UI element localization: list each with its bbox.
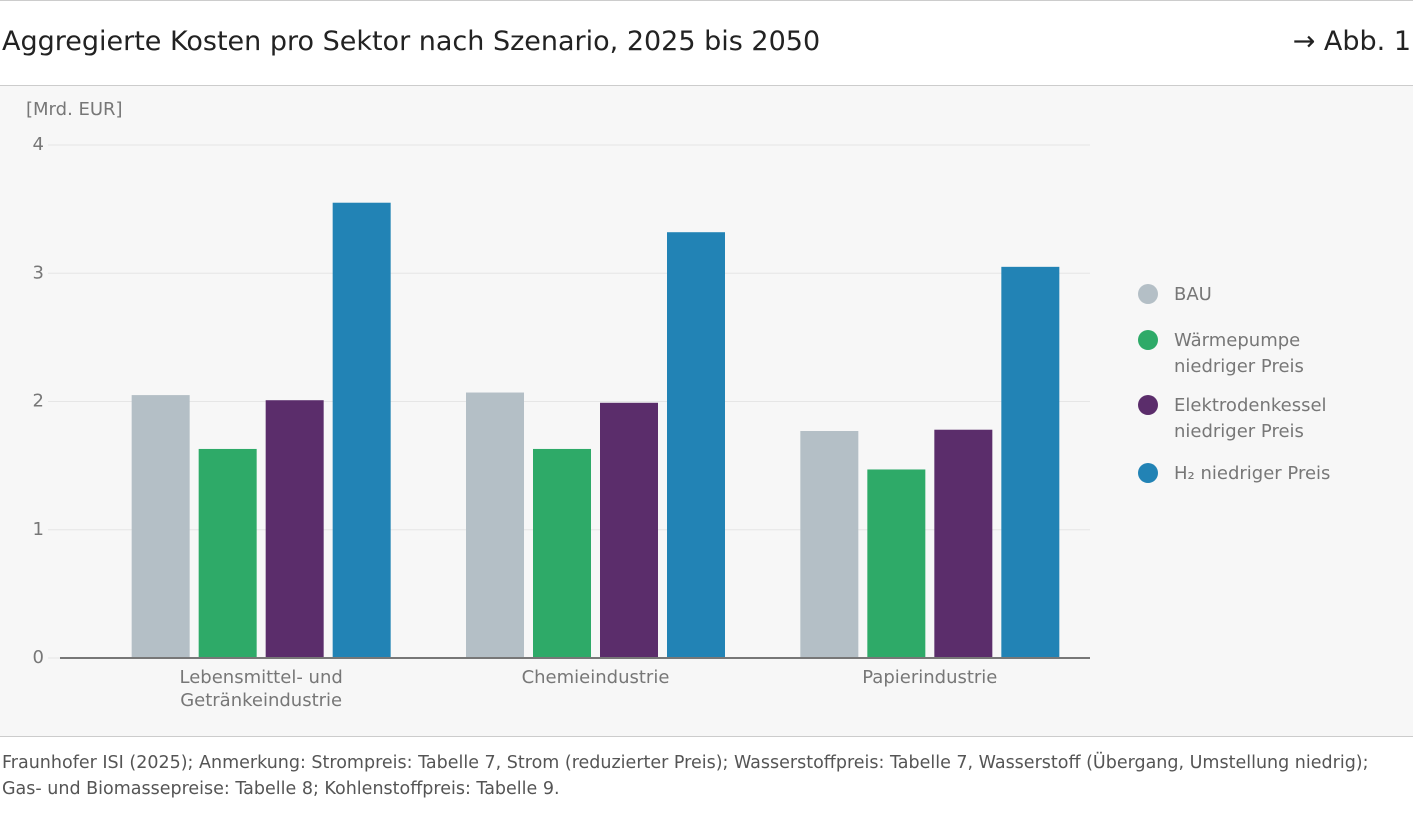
legend-swatch (1138, 330, 1158, 350)
legend-label: Wärmepumpe niedriger Preis (1174, 330, 1304, 377)
legend-item: Elektrodenkessel niedriger Preis (1138, 393, 1364, 445)
chart: [Mrd. EUR] 0 1 2 3 4 (26, 99, 1090, 668)
bar (533, 448, 591, 658)
source-note: Fraunhofer ISI (2025); Anmerkung: Stromp… (2, 753, 1369, 799)
bar (466, 392, 524, 658)
bar (198, 448, 257, 658)
legend-item: Wärmepumpe niedriger Preis (1138, 328, 1364, 380)
bar (1001, 266, 1060, 658)
bar (867, 469, 926, 658)
figure-ref: → Abb. 1 (1292, 26, 1411, 57)
chart-title: Aggregierte Kosten pro Sektor nach Szena… (2, 26, 821, 57)
y-tick-label: 4 (33, 134, 44, 155)
bar (800, 430, 859, 658)
legend-label: H₂ niedriger Preis (1174, 463, 1331, 484)
legend-label: Elektrodenkessel niedriger Preis (1174, 395, 1327, 442)
bar (934, 429, 993, 658)
legend-item: H₂ niedriger Preis (1138, 461, 1364, 487)
bar (667, 232, 725, 658)
y-tick-label: 1 (33, 519, 44, 540)
legend-swatch (1138, 463, 1158, 483)
x-tick-label: Chemieindustrie (521, 667, 670, 688)
bar (265, 400, 324, 658)
y-tick-label: 2 (33, 391, 44, 412)
bar (600, 402, 658, 658)
top-rule (0, 0, 1413, 1)
bar (131, 395, 190, 658)
legend-swatch (1138, 395, 1158, 415)
x-tick-label: Papierindustrie (862, 667, 998, 688)
y-tick-label: 0 (33, 647, 44, 668)
bar (332, 202, 391, 658)
y-axis-label: [Mrd. EUR] (26, 99, 123, 120)
legend-swatch (1138, 284, 1158, 304)
x-tick-label: Lebensmittel- und Getränkeindustrie (179, 667, 343, 711)
legend-label: BAU (1174, 284, 1212, 305)
y-tick-label: 3 (33, 262, 44, 283)
legend-item: BAU (1138, 282, 1364, 308)
